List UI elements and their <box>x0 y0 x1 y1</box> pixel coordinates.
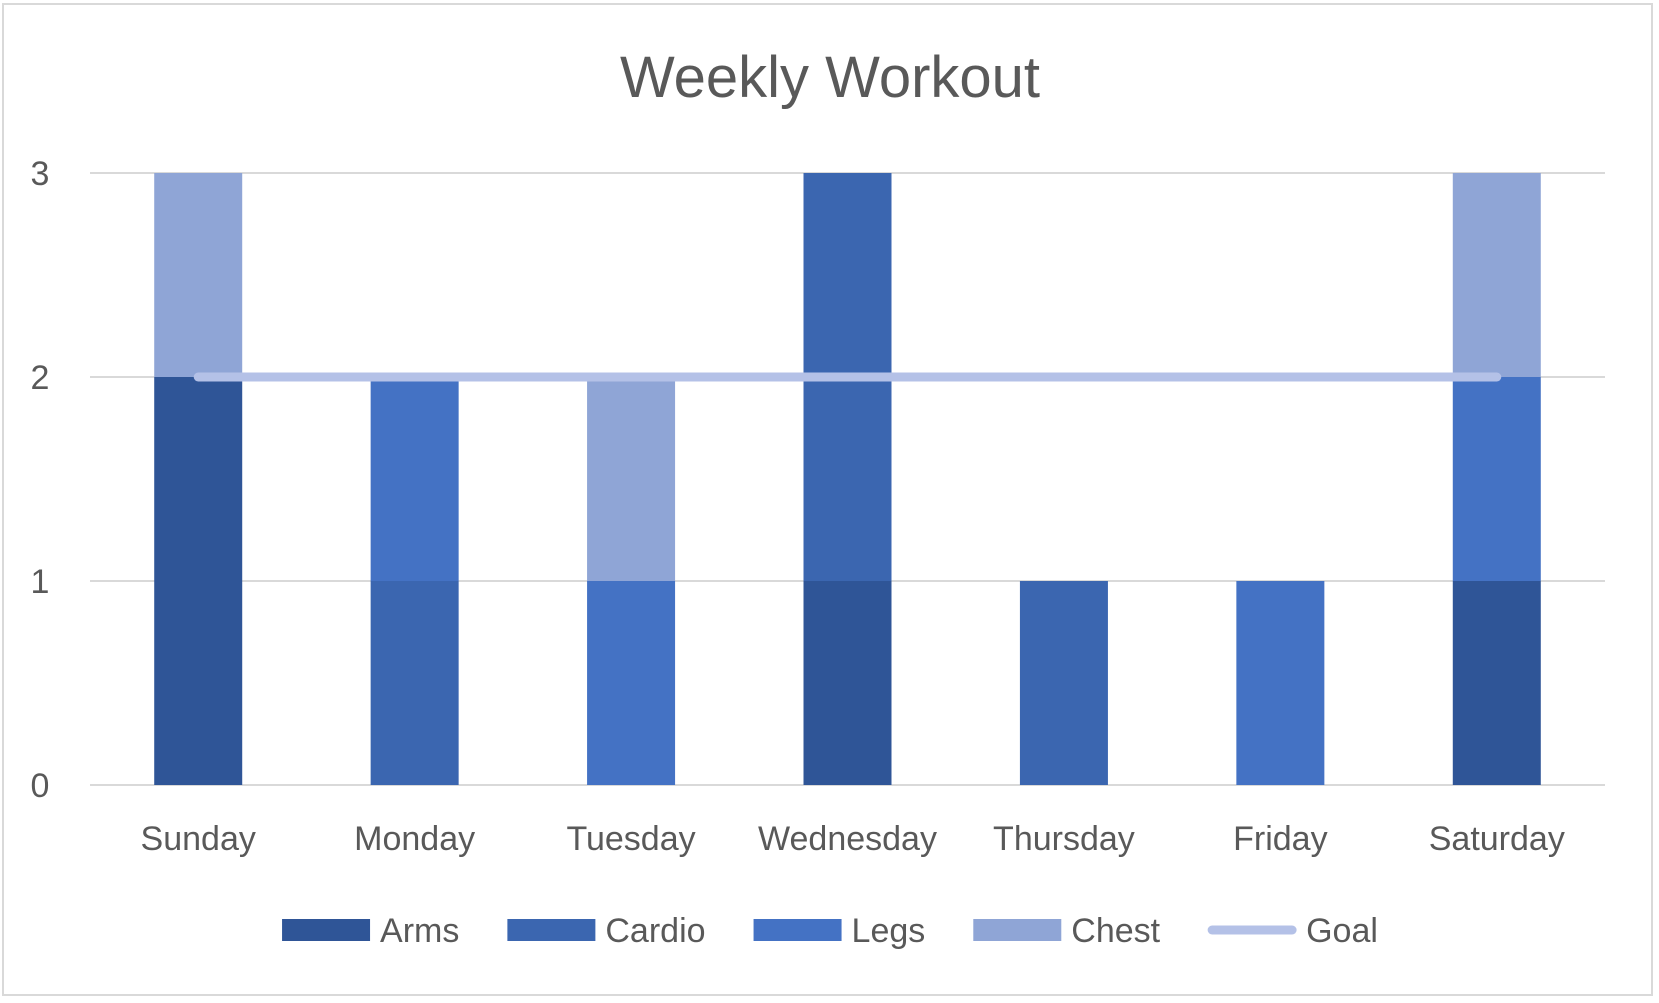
legend-label-arms: Arms <box>380 912 459 950</box>
legend-label-goal: Goal <box>1306 912 1378 950</box>
bar-saturday-chest <box>1452 173 1541 377</box>
legend-label-legs: Legs <box>852 912 926 950</box>
x-tick-label-thursday: Thursday <box>993 820 1135 858</box>
x-tick-label-monday: Monday <box>354 820 475 858</box>
bar-saturday-arms <box>1452 581 1541 785</box>
x-tick-label-saturday: Saturday <box>1429 820 1565 858</box>
legend: Arms Cardio Legs Chest Goal <box>282 912 1378 950</box>
bar-monday-cardio <box>370 581 459 785</box>
legend-item-cardio: Cardio <box>507 912 706 950</box>
bar-tuesday-legs <box>587 581 676 785</box>
legend-item-arms: Arms <box>282 912 459 950</box>
y-tick-label: 3 <box>31 155 50 193</box>
x-tick-label-friday: Friday <box>1233 820 1327 858</box>
legend-swatch-arms <box>282 919 371 941</box>
bar-saturday-legs <box>1452 377 1541 581</box>
y-tick-label: 0 <box>31 767 50 805</box>
bar-sunday-arms <box>154 377 243 785</box>
y-tick-label: 2 <box>31 359 50 397</box>
bar-thursday-cardio <box>1019 581 1108 785</box>
legend-item-legs: Legs <box>753 912 926 950</box>
x-axis-ticks: Sunday Monday Tuesday Wednesday Thursday Frid… <box>141 820 1565 858</box>
legend-label-chest: Chest <box>1071 912 1160 950</box>
bar-wednesday-arms <box>803 581 892 785</box>
y-tick-label: 1 <box>31 563 50 601</box>
legend-item-goal: Goal <box>1207 912 1378 950</box>
x-tick-label-wednesday: Wednesday <box>758 820 937 858</box>
bar-friday-legs <box>1236 581 1325 785</box>
bar-monday-legs <box>370 377 459 581</box>
legend-swatch-legs <box>753 919 842 941</box>
legend-label-cardio: Cardio <box>605 912 705 950</box>
chart-title: Weekly Workout <box>620 45 1040 110</box>
bars <box>154 173 1541 785</box>
legend-item-chest: Chest <box>973 912 1161 950</box>
bar-sunday-chest <box>154 173 243 377</box>
y-axis-ticks: 0 1 2 3 <box>31 155 50 805</box>
x-tick-label-tuesday: Tuesday <box>566 820 695 858</box>
bar-tuesday-chest <box>587 377 676 581</box>
x-tick-label-sunday: Sunday <box>141 820 256 858</box>
legend-swatch-chest <box>973 919 1062 941</box>
legend-swatch-cardio <box>507 919 596 941</box>
